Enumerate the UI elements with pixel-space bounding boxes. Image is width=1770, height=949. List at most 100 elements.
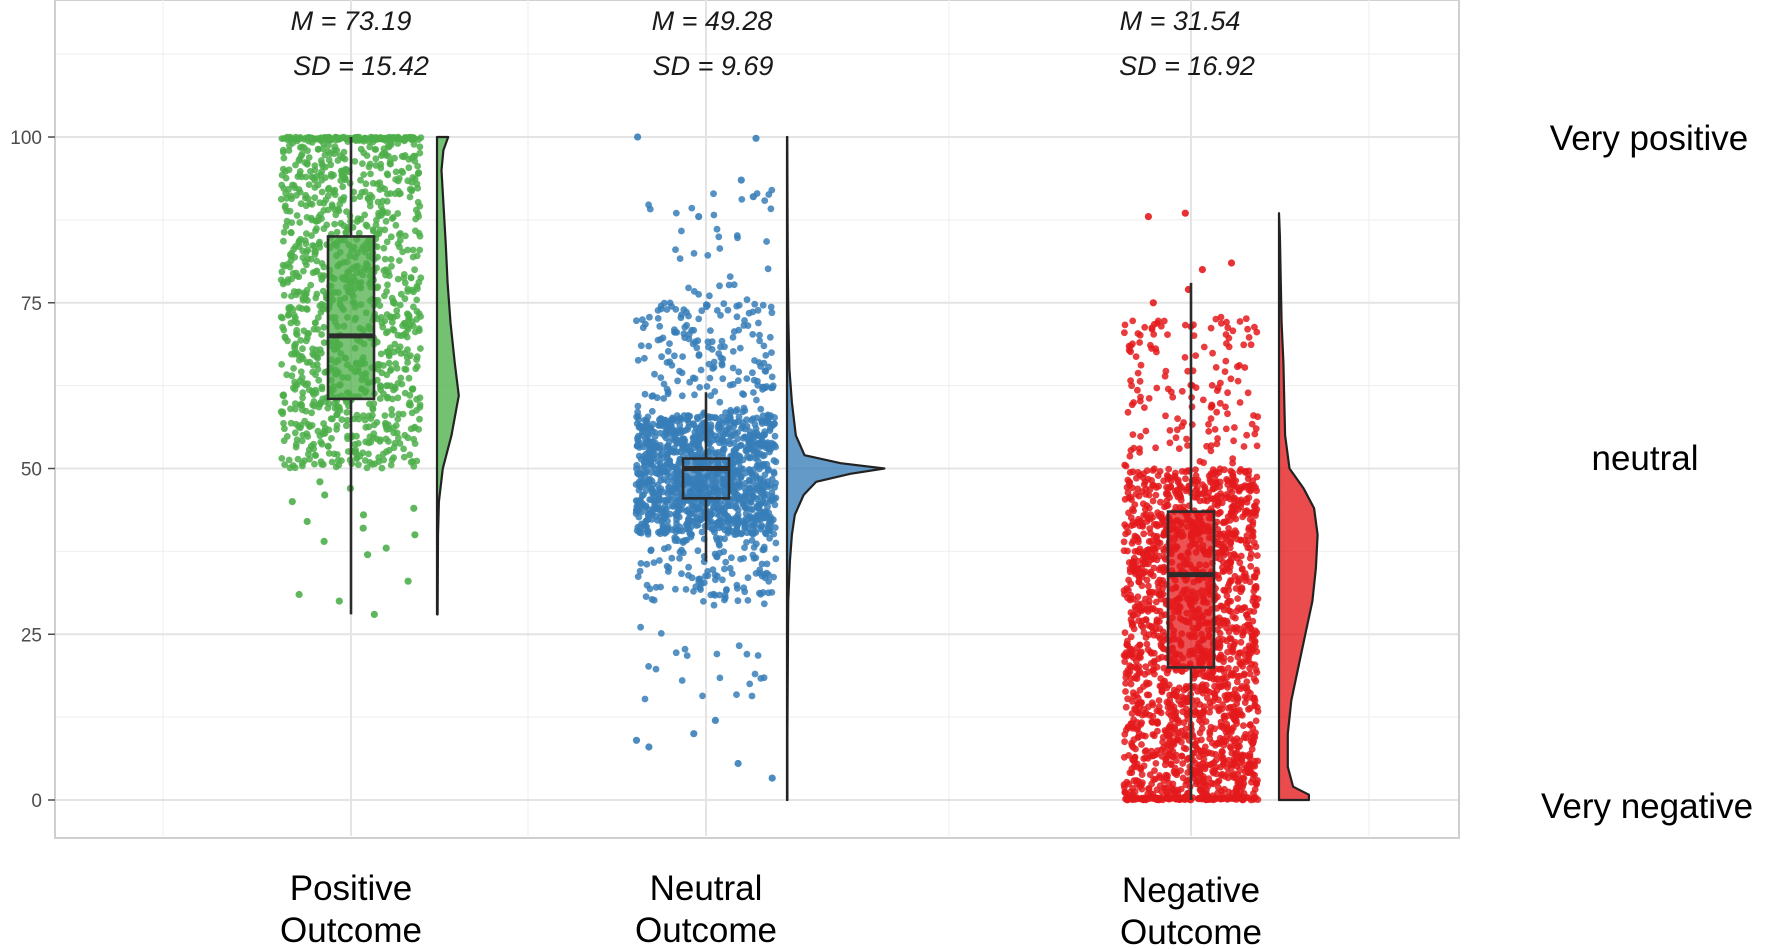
data-point: [660, 299, 668, 307]
data-point: [685, 413, 692, 421]
data-point: [285, 456, 293, 464]
data-point: [1220, 741, 1228, 749]
data-point: [1165, 465, 1173, 473]
data-point: [317, 458, 325, 466]
data-point: [735, 483, 743, 491]
data-point: [1239, 782, 1247, 789]
data-point: [341, 155, 349, 163]
data-point: [316, 243, 324, 251]
data-point: [1251, 762, 1259, 770]
data-point: [710, 363, 718, 371]
data-point: [357, 145, 365, 153]
data-point: [1235, 777, 1242, 785]
data-point: [1175, 684, 1183, 692]
data-point: [1145, 546, 1153, 554]
data-point: [280, 437, 288, 445]
data-point: [1175, 729, 1182, 736]
data-point: [400, 453, 408, 461]
data-point: [1228, 749, 1236, 757]
data-point: [771, 524, 779, 531]
data-point: [656, 322, 664, 330]
data-point: [1136, 377, 1144, 385]
data-point: [1139, 500, 1147, 508]
data-point: [299, 462, 306, 470]
data-point: [1213, 387, 1221, 394]
data-point: [733, 406, 741, 413]
data-point: [376, 302, 384, 309]
data-point: [1156, 589, 1164, 597]
data-point: [752, 134, 760, 142]
data-point: [1217, 651, 1225, 659]
data-point: [1246, 554, 1254, 562]
data-point: [1254, 757, 1262, 765]
data-point: [1121, 321, 1129, 329]
data-point: [409, 174, 417, 181]
data-point: [708, 413, 716, 421]
data-point: [388, 411, 396, 419]
data-point: [721, 535, 728, 543]
data-point: [767, 205, 775, 213]
data-point: [1134, 724, 1142, 732]
data-point: [1248, 745, 1256, 753]
y-tick-label: 75: [21, 294, 42, 315]
data-point: [718, 504, 726, 512]
data-point: [1137, 361, 1145, 369]
data-point: [741, 433, 749, 441]
data-point: [1184, 442, 1191, 449]
data-point: [746, 444, 754, 452]
data-point: [1157, 709, 1165, 717]
data-point: [1209, 349, 1216, 357]
data-point: [1146, 525, 1154, 532]
data-point: [635, 424, 643, 431]
data-point: [327, 415, 335, 423]
data-point: [290, 365, 297, 372]
data-point: [703, 383, 711, 390]
data-point: [1216, 399, 1224, 407]
data-point: [656, 504, 664, 512]
data-point: [1207, 415, 1215, 422]
data-point: [1134, 593, 1142, 601]
data-point: [1222, 331, 1230, 338]
data-point: [311, 176, 319, 184]
data-point: [1139, 779, 1146, 787]
data-point: [399, 410, 407, 418]
data-point: [288, 372, 296, 380]
data-point: [343, 416, 351, 424]
data-point: [1229, 624, 1236, 631]
data-point: [287, 419, 295, 427]
data-point: [1164, 772, 1171, 779]
data-point: [751, 300, 759, 308]
data-point: [1178, 422, 1186, 430]
data-point: [762, 529, 769, 537]
data-point: [648, 509, 656, 517]
data-point: [1211, 683, 1218, 690]
data-point: [650, 444, 657, 452]
data-point: [720, 300, 728, 308]
data-point: [374, 283, 382, 291]
data-point: [695, 498, 703, 505]
data-point: [1250, 608, 1258, 615]
mean-label-positive: M = 73.19: [291, 6, 412, 36]
data-point: [303, 359, 311, 366]
data-point: [359, 524, 367, 532]
data-point: [395, 257, 403, 264]
data-point: [414, 170, 422, 177]
data-point: [389, 299, 397, 307]
data-point: [634, 133, 642, 141]
data-point: [1124, 650, 1132, 658]
data-point: [765, 509, 772, 517]
data-point: [1126, 452, 1134, 460]
data-point: [394, 394, 402, 402]
data-point: [1147, 649, 1155, 657]
data-point: [1145, 395, 1153, 402]
data-point: [1212, 756, 1220, 764]
data-point: [1217, 665, 1225, 673]
data-point: [1250, 737, 1257, 745]
data-point: [318, 168, 326, 176]
data-point: [1164, 704, 1172, 711]
data-point: [1206, 735, 1214, 743]
data-point: [694, 415, 701, 423]
data-point: [1142, 747, 1150, 755]
data-point: [1246, 578, 1254, 586]
data-point: [394, 210, 402, 217]
